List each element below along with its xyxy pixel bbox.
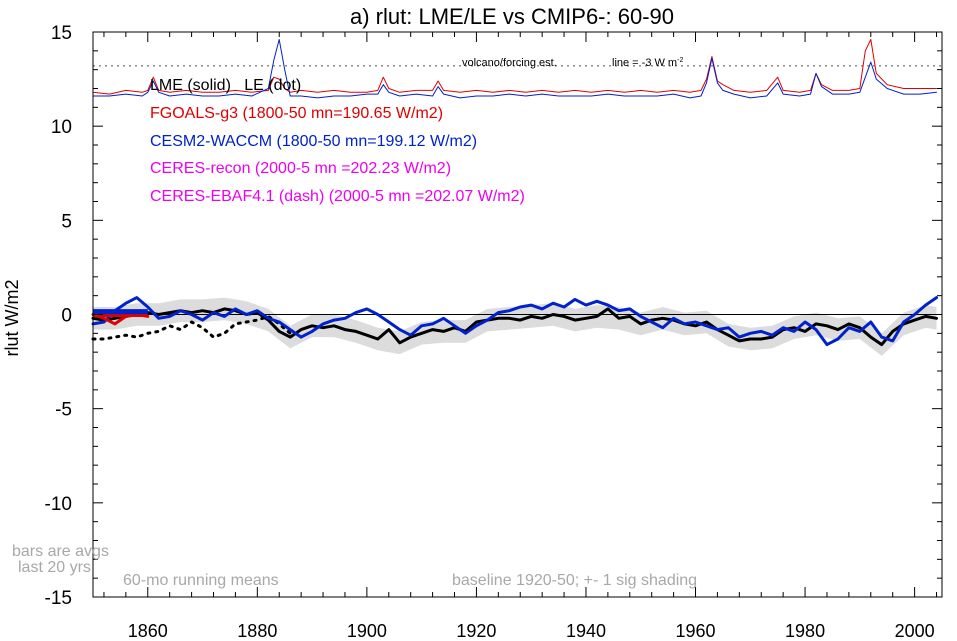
- legend-entry-cesm2: CESM2-WACCM (1800-50 mn=199.12 W/m2): [150, 133, 477, 150]
- x-tick-label-2000: 2000: [895, 621, 935, 641]
- legend-entry-ceres-recon: CERES-recon (2000-5 mn =202.23 W/m2): [150, 160, 451, 177]
- series-line-cesm2-volcano-forcing-est: [92, 39, 937, 99]
- y-axis-label: rlut W/m2: [2, 279, 22, 356]
- y-tick-label-0: 0: [61, 306, 72, 327]
- legend-entry-ceres-ebaf: CERES-EBAF4.1 (dash) (2000-5 mn =202.07 …: [150, 188, 525, 205]
- y-tick-label--5: -5: [55, 400, 72, 421]
- x-tick-label-1980: 1980: [785, 621, 825, 641]
- running-means-note: 60-mo running means: [123, 572, 279, 589]
- y-tick-label-10: 10: [51, 117, 72, 138]
- shading-band: [93, 297, 937, 356]
- x-tick-label-1860: 1860: [128, 621, 168, 641]
- legend-entry-fgoals: FGOALS-g3 (1800-50 mn=190.65 W/m2): [150, 105, 443, 122]
- x-tick-label-1920: 1920: [456, 621, 496, 641]
- line-annotation: line = -3 W m-2: [612, 57, 683, 69]
- shading-polygon: [93, 297, 937, 356]
- bars-note-line-1: bars are avgs: [12, 543, 109, 560]
- y-tick-label--10: -10: [45, 494, 72, 515]
- x-tick-label-1940: 1940: [566, 621, 606, 641]
- series-line-le-dot: [91, 314, 292, 341]
- legend-entry-lme-le: LME (solid) LE (dot): [150, 77, 301, 94]
- chart-title: a) rlut: LME/LE vs CMIP6-: 60-90: [350, 4, 674, 29]
- y-tick-label-5: 5: [61, 211, 72, 232]
- x-tick-label-1960: 1960: [675, 621, 715, 641]
- y-tick-label-15: 15: [51, 23, 72, 44]
- line-annotation-text: line = -3 W m: [612, 57, 677, 69]
- x-tick-label-1900: 1900: [347, 621, 387, 641]
- legend: LME (solid) LE (dot) FGOALS-g3 (1800-50 …: [150, 77, 525, 205]
- x-tick-label-1880: 1880: [237, 621, 277, 641]
- bars-note-line-2: last 20 yrs: [18, 559, 91, 576]
- series-line-cesm2-waccm: [91, 296, 938, 347]
- axis-ticks: 1860 1880 1900 1920 1940 1960 1980 2000 -15 -10 -5…: [45, 23, 942, 641]
- baseline-note: baseline 1920-50; +- 1 sig shading: [452, 572, 697, 589]
- volcano-annotation: volcano/forcing est.: [462, 57, 557, 69]
- y-tick-label--15: -15: [45, 588, 72, 609]
- series-lines: [91, 39, 938, 347]
- line-annotation-sup: -2: [677, 57, 683, 64]
